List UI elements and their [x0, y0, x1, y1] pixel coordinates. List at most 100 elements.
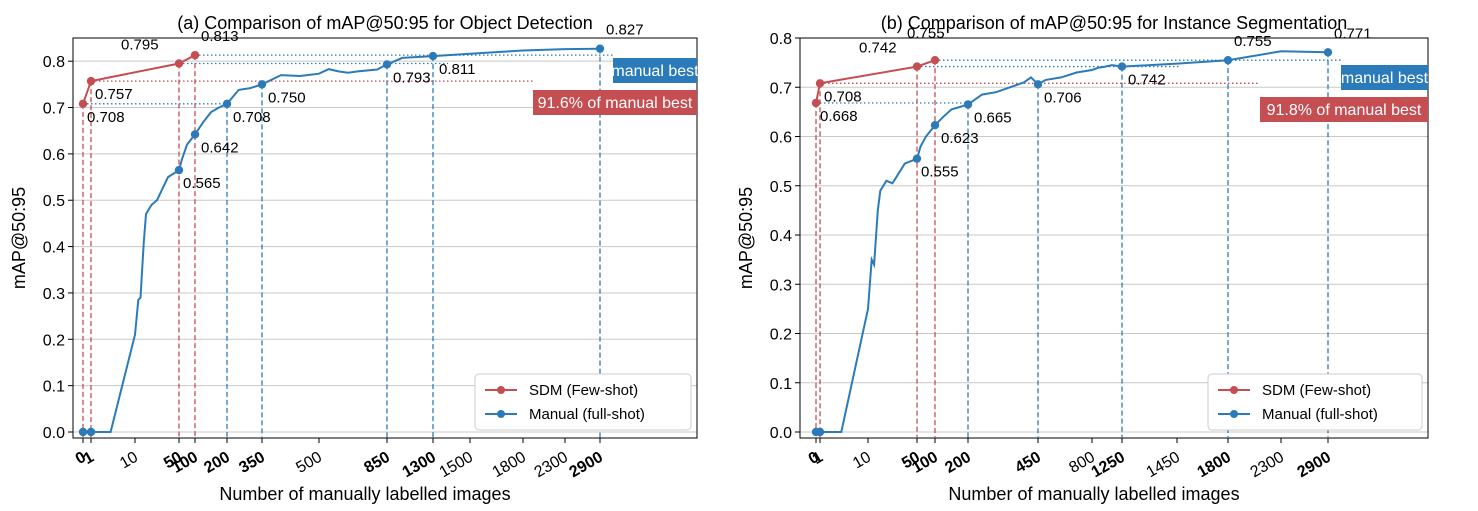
manual-point — [1033, 80, 1043, 89]
legend-manual-marker — [497, 410, 505, 418]
manual-data-label: 0.771 — [1334, 25, 1372, 42]
manual-best-label: manual best — [611, 63, 699, 80]
sdm-data-label: 0.668 — [820, 108, 858, 125]
manual-point — [257, 80, 267, 89]
y-tick-label: 0.3 — [43, 286, 65, 303]
sdm-point — [811, 98, 821, 108]
y-tick-label: 0.1 — [43, 379, 65, 396]
legend-frame — [1207, 373, 1423, 431]
manual-best-box — [613, 58, 697, 83]
manual-point — [963, 100, 973, 109]
y-tick-label: 0.6 — [43, 147, 65, 164]
legend-sdm-label: SDM (Few-shot) — [1262, 382, 1371, 399]
manual-data-label: 0.750 — [268, 89, 306, 106]
x-tick-label: 1300 — [400, 449, 439, 482]
x-tick-label: 1800 — [490, 449, 529, 482]
y-tick-label: 0.8 — [770, 31, 792, 48]
legend: SDM (Few-shot) Manual (full-shot) — [474, 373, 692, 431]
manual-best-label: manual best — [1341, 70, 1429, 87]
sdm-point — [912, 62, 922, 71]
manual-data-label: 0.755 — [1234, 33, 1272, 50]
y-tick-label: 0.7 — [770, 80, 792, 97]
sdm-data-label: 0.755 — [907, 25, 945, 42]
sdm-data-label: 0.813 — [201, 28, 239, 45]
legend-manual-label: Manual (full-shot) — [1262, 406, 1378, 423]
sdm-data-label: 0.742 — [859, 40, 897, 57]
manual-data-label: 0.623 — [941, 130, 979, 147]
y-tick-label: 0.5 — [43, 193, 65, 210]
sdm-point — [930, 55, 940, 65]
manual-best-box — [1341, 65, 1428, 90]
manual-data-label: 0.827 — [606, 22, 644, 39]
manual-data-label: 0.565 — [183, 175, 221, 192]
y-tick-label: 0.2 — [43, 332, 65, 349]
manual-point — [1223, 55, 1233, 65]
x-tick-label: 10 — [850, 449, 874, 473]
manual-point — [930, 120, 940, 130]
manual-point — [86, 427, 96, 437]
x-tick-label: 2900 — [567, 449, 606, 482]
manual-point — [190, 130, 200, 139]
sdm-point — [174, 59, 184, 68]
sdm-point — [190, 50, 200, 60]
x-tick-label: 2300 — [532, 449, 571, 482]
x-tick-label: 2900 — [1295, 449, 1334, 482]
y-tick-label: 0.7 — [43, 101, 65, 118]
x-tick-label: 50 — [161, 449, 185, 473]
percent-best-box — [533, 90, 697, 115]
manual-point — [78, 427, 88, 437]
x-axis-label: Number of manually labelled images — [948, 484, 1239, 504]
legend-sdm-label: SDM (Few-shot) — [529, 382, 638, 399]
manual-point — [382, 60, 392, 69]
y-tick-label: 0.0 — [43, 425, 65, 442]
manual-point — [595, 44, 605, 53]
y-tick-label: 0.4 — [43, 240, 65, 257]
sdm-data-label: 0.708 — [824, 88, 862, 105]
y-axis-label: mAP@50:95 — [736, 187, 756, 289]
x-tick-label: 200 — [201, 449, 233, 477]
plot-frame — [72, 37, 698, 439]
sdm-series-line — [82, 54, 196, 105]
y-tick-label: 0.4 — [770, 228, 792, 245]
x-tick-label: 10 — [117, 449, 141, 473]
x-tick-label: 50 — [899, 449, 923, 473]
x-tick-label: 1450 — [1144, 449, 1183, 482]
manual-data-label: 0.706 — [1044, 89, 1082, 106]
legend-frame — [474, 373, 692, 431]
sdm-data-label: 0.795 — [121, 36, 159, 53]
chart-title: (b) Comparison of mAP@50:95 for Instance… — [881, 13, 1348, 33]
y-axis-label: mAP@50:95 — [9, 187, 29, 289]
legend-sdm-marker — [497, 386, 505, 394]
manual-data-label: 0.555 — [921, 164, 959, 181]
x-tick-label: 850 — [361, 449, 393, 477]
manual-point — [1323, 48, 1333, 57]
sdm-data-label: 0.708 — [87, 109, 125, 126]
x-tick-label: 1250 — [1089, 449, 1128, 482]
manual-data-label: 0.708 — [233, 109, 271, 126]
x-tick-label: 2300 — [1248, 449, 1287, 482]
y-tick-label: 0.1 — [770, 376, 792, 393]
percent-best-label: 91.6% of manual best — [538, 95, 693, 112]
manual-point — [815, 427, 825, 437]
manual-data-label: 0.665 — [974, 109, 1012, 126]
y-tick-label: 0.6 — [770, 130, 792, 147]
x-tick-label: 1800 — [1195, 449, 1234, 482]
plot-frame — [799, 37, 1429, 439]
sdm-series-line — [815, 59, 936, 104]
legend-manual-label: Manual (full-shot) — [529, 406, 645, 423]
x-tick-label: 350 — [236, 449, 268, 477]
y-tick-label: 0.0 — [770, 425, 792, 442]
legend-sdm-marker — [1230, 386, 1238, 394]
percent-best-label: 91.8% of manual best — [1267, 102, 1422, 119]
manual-point — [1117, 62, 1127, 71]
manual-data-label: 0.742 — [1128, 72, 1166, 89]
y-tick-label: 0.5 — [770, 179, 792, 196]
manual-data-label: 0.811 — [439, 61, 475, 78]
sdm-point — [815, 79, 825, 88]
sdm-point — [86, 76, 96, 86]
manual-data-label: 0.793 — [393, 69, 431, 86]
y-tick-label: 0.2 — [770, 327, 792, 344]
